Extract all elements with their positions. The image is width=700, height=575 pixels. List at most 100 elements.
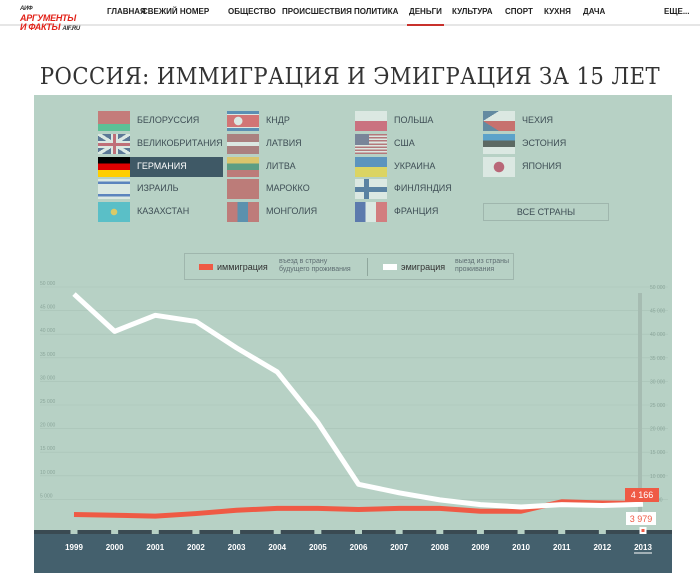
country-item[interactable]: УКРАИНА: [355, 157, 480, 177]
top-navigation: АИФ АРГУМЕНТЫ И ФАКТЫ AIF.RU ГЛАВНАЯ СВЕЖИЙ…: [0, 0, 700, 32]
legend-divider: [367, 258, 368, 276]
year-label[interactable]: 2004: [268, 543, 286, 552]
poland-flag-icon: [355, 111, 387, 131]
selected-marker-dot: [641, 529, 645, 532]
country-item[interactable]: МАРОККО: [227, 179, 352, 199]
y-tick-right: 30 000: [650, 379, 666, 385]
country-label: ФИНЛЯНДИЯ: [394, 183, 452, 193]
country-item[interactable]: ЭСТОНИЯ: [483, 134, 608, 154]
aif-logo[interactable]: АИФ АРГУМЕНТЫ И ФАКТЫ AIF.RU: [20, 6, 80, 32]
desc-line: будущего проживания: [279, 266, 351, 273]
year-label[interactable]: 2005: [309, 543, 327, 552]
year-marker[interactable]: [476, 527, 484, 534]
year-marker[interactable]: [395, 527, 403, 534]
timeline-bar: [34, 530, 672, 573]
desc-line: въезд в страну: [279, 258, 328, 265]
year-marker[interactable]: [233, 527, 241, 534]
country-label: УКРАИНА: [394, 161, 436, 171]
y-tick-right: 15 000: [650, 450, 666, 456]
y-tick-left: 15 000: [40, 446, 56, 452]
year-label[interactable]: 2000: [106, 543, 124, 552]
year-marker[interactable]: [273, 527, 281, 534]
finland-flag-icon: [355, 179, 387, 199]
year-label[interactable]: 2008: [431, 543, 449, 552]
immigration-value-badge: [625, 488, 659, 502]
legend-immigration: иммиграция: [217, 262, 268, 272]
year-marker[interactable]: [598, 527, 606, 534]
legend-immigration-desc: въезд в страну будущего проживания: [279, 258, 351, 274]
belarus-flag-icon: [98, 111, 130, 131]
country-item[interactable]: ЛИТВА: [227, 157, 352, 177]
country-label: ИЗРАИЛЬ: [137, 183, 179, 193]
country-item[interactable]: ВЕЛИКОБРИТАНИЯ: [98, 134, 223, 154]
y-tick-left: 20 000: [40, 423, 56, 429]
czech-flag-icon: [483, 111, 515, 131]
year-label[interactable]: 2013: [634, 543, 652, 552]
year-label[interactable]: 2010: [512, 543, 530, 552]
year-label[interactable]: 2011: [553, 543, 571, 552]
year-label[interactable]: 2001: [146, 543, 164, 552]
country-item[interactable]: ЛАТВИЯ: [227, 134, 352, 154]
year-label[interactable]: 2012: [593, 543, 611, 552]
nav-item[interactable]: КУЛЬТУРА: [452, 7, 493, 16]
country-label: ГЕРМАНИЯ: [137, 161, 187, 171]
page-title: РОССИЯ: ИММИГРАЦИЯ И ЭМИГРАЦИЯ ЗА 15 ЛЕТ: [39, 64, 661, 90]
nav-item[interactable]: КУХНЯ: [544, 7, 571, 16]
legend-emigration-desc: выезд из страны проживания: [455, 258, 509, 274]
y-tick-left: 45 000: [40, 305, 56, 311]
all-countries-button[interactable]: ВСЕ СТРАНЫ: [483, 203, 609, 221]
country-item[interactable]: ПОЛЬША: [355, 111, 480, 131]
germany-flag-icon: [98, 157, 130, 177]
country-item[interactable]: КАЗАХСТАН: [98, 202, 223, 222]
country-item[interactable]: ЯПОНИЯ: [483, 157, 608, 177]
estonia-flag-icon: [483, 134, 515, 154]
year-marker[interactable]: [192, 527, 200, 534]
year-marker[interactable]: [151, 527, 159, 534]
nav-item[interactable]: ДЕНЬГИ: [407, 7, 444, 26]
country-item[interactable]: ИЗРАИЛЬ: [98, 179, 223, 199]
year-marker[interactable]: [70, 527, 78, 534]
country-label: ФРАНЦИЯ: [394, 206, 439, 216]
year-label[interactable]: 2003: [228, 543, 246, 552]
year-marker[interactable]: [436, 527, 444, 534]
year-marker[interactable]: [314, 527, 322, 534]
y-tick-left: 35 000: [40, 352, 56, 358]
country-item[interactable]: США: [355, 134, 480, 154]
country-item[interactable]: КНДР: [227, 111, 352, 131]
year-label[interactable]: 1999: [65, 543, 83, 552]
y-tick-right: 45 000: [650, 309, 666, 315]
nav-item[interactable]: СВЕЖИЙ НОМЕР: [142, 7, 210, 16]
year-marker[interactable]: [558, 527, 566, 534]
country-item[interactable]: БЕЛОРУССИЯ: [98, 111, 223, 131]
country-item[interactable]: ГЕРМАНИЯ: [98, 157, 223, 177]
country-item[interactable]: ЧЕХИЯ: [483, 111, 608, 131]
nav-item[interactable]: ПРОИСШЕСТВИЯ: [282, 7, 352, 16]
year-marker[interactable]: [517, 527, 525, 534]
year-label[interactable]: 2006: [350, 543, 368, 552]
nav-item[interactable]: ОБЩЕСТВО: [228, 7, 276, 16]
y-tick-left: 50 000: [40, 281, 56, 287]
country-label: БЕЛОРУССИЯ: [137, 115, 200, 125]
nav-item[interactable]: СПОРТ: [505, 7, 533, 16]
emigration-line: [72, 292, 644, 510]
country-item[interactable]: МОНГОЛИЯ: [227, 202, 352, 222]
nav-item[interactable]: ДАЧА: [583, 7, 606, 16]
year-label[interactable]: 2007: [390, 543, 408, 552]
year-label[interactable]: 2009: [472, 543, 490, 552]
year-label[interactable]: 2002: [187, 543, 205, 552]
year-marker[interactable]: [111, 527, 119, 534]
nav-more[interactable]: ЕЩЕ...: [664, 7, 690, 16]
y-tick-right: 40 000: [650, 332, 666, 338]
nav-item[interactable]: ПОЛИТИКА: [354, 7, 399, 16]
lithuania-flag-icon: [227, 157, 259, 177]
ukraine-flag-icon: [355, 157, 387, 177]
country-label: МАРОККО: [266, 183, 310, 193]
selected-highlight: [130, 157, 223, 177]
year-marker[interactable]: [355, 527, 362, 534]
nav-item[interactable]: ГЛАВНАЯ: [107, 7, 146, 16]
france-flag-icon: [355, 202, 387, 222]
country-label: ЛАТВИЯ: [266, 138, 302, 148]
country-item[interactable]: ФРАНЦИЯ: [355, 202, 480, 222]
range-scrollbar[interactable]: [638, 293, 642, 521]
country-item[interactable]: ФИНЛЯНДИЯ: [355, 179, 480, 199]
